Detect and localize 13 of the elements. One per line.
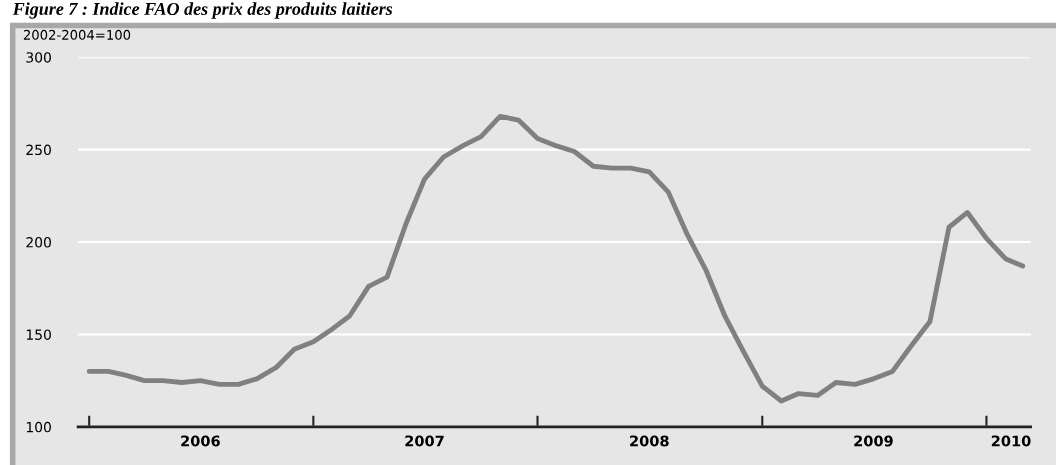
y-tick-label: 250 xyxy=(26,144,51,156)
x-tick-label: 2006 xyxy=(181,435,220,447)
y-tick-label: 300 xyxy=(26,52,51,63)
x-tick-label: 2010 xyxy=(991,435,1031,447)
y-axis-title: 2002-2004=100 xyxy=(23,29,131,40)
chart-title: Figure 7 : Indice FAO des prix des produits laitiers xyxy=(12,2,393,19)
y-tick-label: 200 xyxy=(26,237,51,248)
line-series xyxy=(86,113,1026,404)
x-tick-label: 2009 xyxy=(854,435,893,447)
y-tick-label: 150 xyxy=(26,329,51,340)
y-tick-label: 100 xyxy=(26,421,51,433)
x-tick-label: 2007 xyxy=(405,435,444,447)
x-tick-label: 2008 xyxy=(630,435,669,447)
